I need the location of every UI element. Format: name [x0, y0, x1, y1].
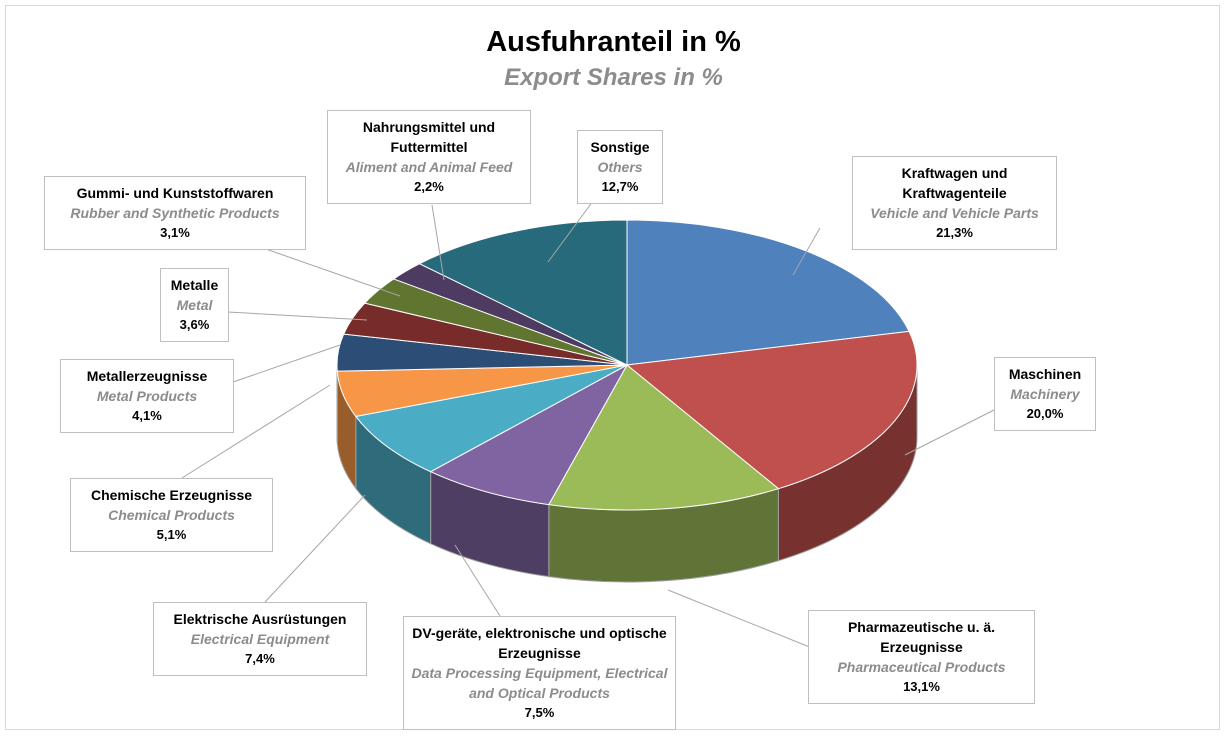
label-name: Pharmazeutische u. ä. Erzeugnisse [847, 619, 996, 655]
label-name: Sonstige [590, 139, 650, 155]
label-value: 3,6% [179, 317, 210, 332]
data-label: Elektrische Ausrüstungen Electrical Equip… [153, 602, 367, 676]
data-label: Metallerzeugnisse Metal Products 4,1% [60, 359, 234, 433]
label-name-en: Metal [176, 297, 213, 313]
label-value: 5,1% [156, 527, 187, 542]
label-value: 3,1% [160, 225, 190, 240]
data-label: Gummi- und Kunststoffwaren Rubber and Syn… [44, 176, 306, 250]
data-label: DV-geräte, elektronische und optische Er… [403, 616, 676, 730]
label-name: Metallerzeugnisse [86, 368, 208, 384]
leader-line [667, 589, 823, 653]
label-name: Kraftwagen und Kraftwagenteile [901, 165, 1008, 201]
slice [354, 364, 628, 473]
label-name-en: Aliment and Animal Feed [345, 159, 513, 175]
label-name-en: Data Processing Equipment, Electrical an… [411, 665, 668, 701]
data-label: Pharmazeutische u. ä. Erzeugnisse Pharmac… [808, 610, 1035, 704]
label-value: 12,7% [601, 179, 639, 194]
data-label: Kraftwagen und Kraftwagenteile Vehicle an… [852, 156, 1057, 250]
label-name: Elektrische Ausrüstungen [173, 611, 347, 627]
label-value: 13,1% [903, 679, 940, 694]
leader-line [431, 204, 445, 281]
chart-subtitle: Export Shares in % [504, 64, 723, 91]
label-name: Chemische Erzeugnisse [90, 487, 253, 503]
slice [548, 364, 780, 511]
leader-line [181, 384, 331, 479]
slice [418, 219, 628, 366]
data-label: Sonstige Others 12,7% [577, 130, 663, 204]
label-value: 7,5% [524, 705, 555, 720]
label-name: Nahrungsmittel und Futtermittel [362, 119, 496, 155]
leader-line [227, 311, 368, 321]
leader-line [264, 494, 366, 603]
data-label: Nahrungsmittel und Futtermittel Aliment a… [327, 110, 531, 204]
label-name: Gummi- und Kunststoffwaren [76, 185, 274, 201]
label-name-en: Chemical Products [108, 507, 235, 523]
slice [625, 330, 918, 490]
label-value: 21,3% [936, 225, 973, 240]
label-name-en: Electrical Equipment [190, 631, 330, 647]
label-value: 4,1% [132, 408, 162, 423]
label-name-en: Metal Products [96, 388, 198, 404]
slice [429, 363, 629, 506]
data-label: Metalle Metal 3,6% [160, 268, 229, 342]
leader-line [547, 196, 597, 263]
label-value: 2,2% [414, 179, 444, 194]
label-name-en: Others [597, 159, 643, 175]
label-value: 7,4% [245, 651, 275, 666]
leader-line [792, 227, 821, 276]
label-name: Maschinen [1008, 366, 1082, 382]
label-name-en: Machinery [1010, 386, 1080, 402]
leader-line [904, 409, 995, 456]
label-name-en: Pharmaceutical Products [837, 659, 1006, 675]
chart-title: Ausfuhranteil in % [486, 26, 741, 58]
leader-line [262, 247, 401, 297]
label-name-en: Vehicle and Vehicle Parts [870, 205, 1039, 221]
data-label: Chemische Erzeugnisse Chemical Products 5,… [70, 478, 273, 552]
label-value: 20,0% [1026, 406, 1064, 421]
label-name: DV-geräte, elektronische und optische Er… [412, 625, 667, 661]
leader-line [454, 544, 501, 617]
data-label: Maschinen Machinery 20,0% [994, 357, 1096, 431]
label-name-en: Rubber and Synthetic Products [70, 205, 280, 221]
label-name: Metalle [170, 277, 219, 293]
